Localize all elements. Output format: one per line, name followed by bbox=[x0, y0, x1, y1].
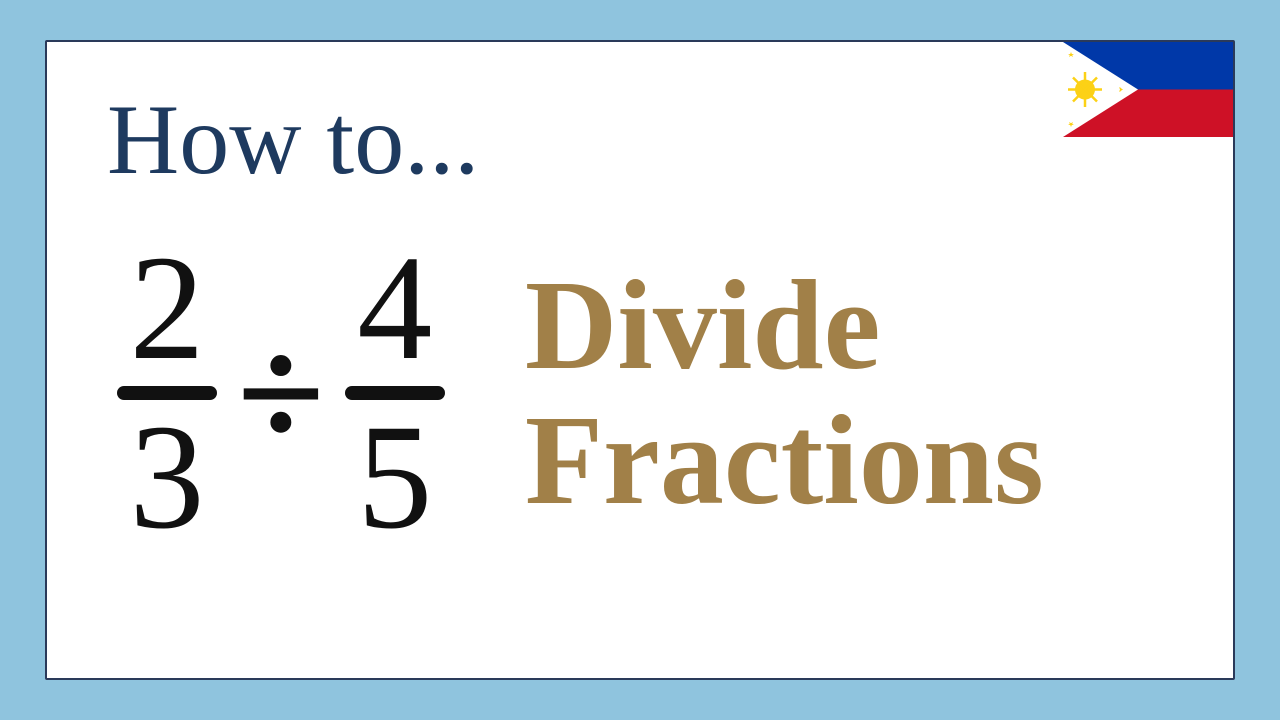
fraction-1: 2 3 bbox=[117, 237, 217, 548]
fraction-expression: 2 3 ÷ 4 5 bbox=[117, 237, 445, 548]
division-operator: ÷ bbox=[237, 313, 325, 473]
howto-heading: How to... bbox=[107, 82, 1183, 197]
content-row: 2 3 ÷ 4 5 Divide Fractions bbox=[97, 237, 1183, 548]
fraction-2: 4 5 bbox=[345, 237, 445, 548]
subject-title: Divide Fractions bbox=[525, 258, 1044, 527]
fraction-2-denominator: 5 bbox=[357, 406, 432, 549]
fraction-2-numerator: 4 bbox=[357, 237, 432, 380]
title-line-2: Fractions bbox=[525, 393, 1044, 527]
title-line-1: Divide bbox=[525, 258, 1044, 392]
fraction-1-denominator: 3 bbox=[130, 406, 205, 549]
fraction-1-numerator: 2 bbox=[130, 237, 205, 380]
card: How to... 2 3 ÷ 4 5 Divide Fractions bbox=[45, 40, 1235, 680]
philippines-flag-icon bbox=[1063, 42, 1233, 137]
